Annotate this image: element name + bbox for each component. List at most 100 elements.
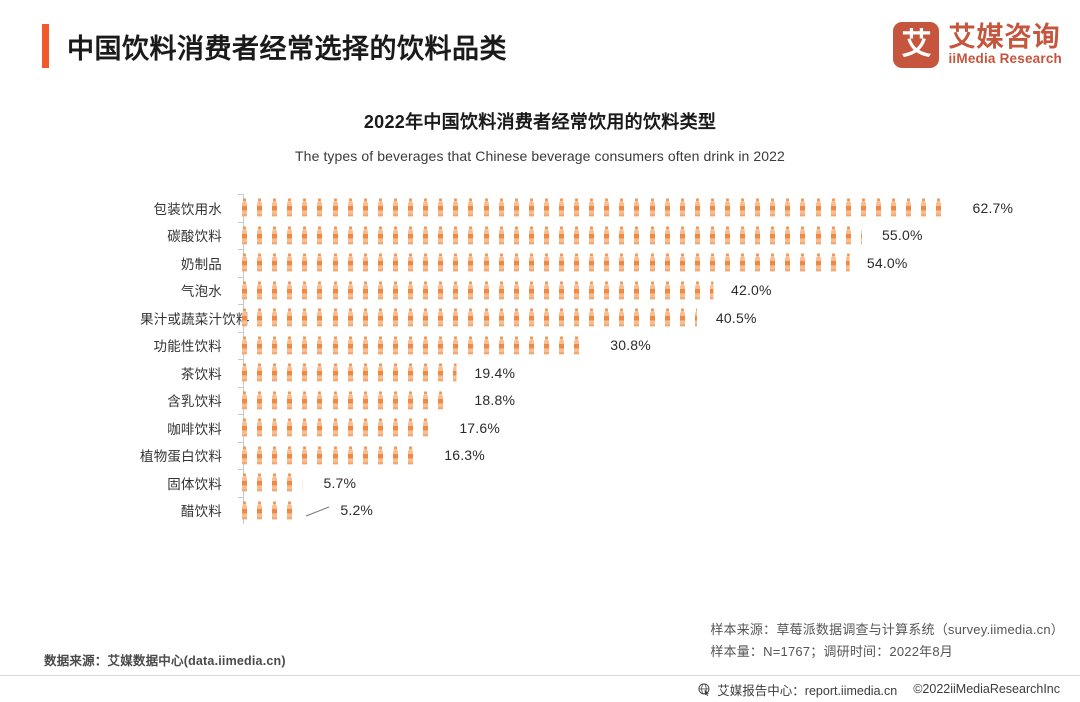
- bottle-icon: [707, 198, 722, 217]
- bottle-icon: [299, 281, 314, 300]
- category-label: 植物蛋白饮料: [140, 449, 223, 465]
- leader-line: [305, 504, 331, 517]
- bottle-icon: [828, 198, 843, 217]
- bottle-icon: [360, 308, 375, 327]
- bottle-icon: [314, 391, 329, 410]
- bottle-icon: [782, 198, 797, 217]
- bottle-icon: [360, 226, 375, 245]
- bottle-icon: [375, 446, 390, 465]
- bottle-icon: [843, 253, 858, 272]
- bottle-icon: [481, 226, 496, 245]
- bottle-icon: [918, 198, 933, 217]
- category-label: 功能性饮料: [153, 339, 222, 355]
- bottle-icon: [481, 336, 496, 355]
- bottle-icon: [299, 226, 314, 245]
- bottle-icon: [269, 363, 284, 382]
- bottle-icon: [330, 198, 345, 217]
- bottle-icon: [299, 253, 314, 272]
- chart-title: 2022年中国饮料消费者经常饮用的饮料类型: [363, 112, 717, 132]
- bottle-icon: [375, 226, 390, 245]
- bottle-icon: [269, 198, 284, 217]
- bottle-icon: [314, 446, 329, 465]
- bottle-icon: [345, 198, 360, 217]
- bottle-icon: [677, 253, 692, 272]
- bottle-icon: [239, 308, 254, 327]
- bottle-icon: [239, 281, 254, 300]
- bottle-icon: [375, 418, 390, 437]
- bottle-icon: [299, 446, 314, 465]
- bottle-icon: [284, 198, 299, 217]
- report-center-link[interactable]: 艾媒报告中心：report.iimedia.cn: [717, 683, 898, 698]
- logo-text: 艾媒咨询 iiMedia Research: [948, 23, 1062, 66]
- bottle-icon: [450, 363, 465, 382]
- bottle-icon: [345, 418, 360, 437]
- bottle-icon: [782, 226, 797, 245]
- bottle-icon: [481, 198, 496, 217]
- copyright-text: ©2022iiMediaResearchInc: [913, 682, 1060, 696]
- bottle-icon: [677, 281, 692, 300]
- bottle-icon: [360, 418, 375, 437]
- bottle-icon: [631, 198, 646, 217]
- bottle-icon: [601, 198, 616, 217]
- bottle-icon: [481, 253, 496, 272]
- bottle-icon: [284, 253, 299, 272]
- bottle-icon: [405, 363, 420, 382]
- bottle-icon: [692, 226, 707, 245]
- bottle-icon: [405, 281, 420, 300]
- bottle-icon: [269, 308, 284, 327]
- bottle-icon: [556, 198, 571, 217]
- bottle-icon: [345, 391, 360, 410]
- bottle-icon: [767, 253, 782, 272]
- bottle-icon: [571, 336, 586, 355]
- bottle-icon: [616, 198, 631, 217]
- bottle-icon: [420, 363, 435, 382]
- bottle-icon: [903, 198, 918, 217]
- bottle-icon: [752, 253, 767, 272]
- bottle-icon: [556, 308, 571, 327]
- category-label: 咖啡饮料: [167, 421, 222, 437]
- chart-row: 含乳饮料: [140, 386, 1080, 415]
- bottle-icon: [330, 308, 345, 327]
- bottle-icon: [828, 253, 843, 272]
- bottle-icon: [314, 226, 329, 245]
- bottle-icon: [254, 473, 269, 492]
- category-label: 果汁或蔬菜汁饮料: [140, 311, 250, 327]
- bottle-icon: [269, 281, 284, 300]
- bottle-icon: [284, 418, 299, 437]
- bottle-icon: [601, 308, 616, 327]
- bottle-icon: [813, 253, 828, 272]
- bar-pictogram: [239, 194, 964, 222]
- bottle-icon: [616, 308, 631, 327]
- chart-row: 功能性饮料: [140, 331, 1080, 360]
- bottle-icon: [450, 281, 465, 300]
- bottle-icon: [813, 198, 828, 217]
- bottle-icon: [948, 198, 963, 217]
- category-label: 碳酸饮料: [167, 229, 222, 245]
- bottle-icon: [405, 226, 420, 245]
- bottle-icon: [330, 418, 345, 437]
- value-label: 5.2%: [340, 502, 374, 519]
- bottle-icon: [254, 391, 269, 410]
- bottle-icon: [254, 226, 269, 245]
- bottle-icon: [284, 336, 299, 355]
- bottle-icon: [330, 391, 345, 410]
- bottle-icon: [873, 198, 888, 217]
- bottle-icon: [737, 198, 752, 217]
- bottle-icon: [722, 226, 737, 245]
- bottle-icon: [616, 281, 631, 300]
- bottle-icon: [647, 253, 662, 272]
- bottle-icon: [662, 281, 677, 300]
- bottle-icon: [662, 226, 677, 245]
- title-accent-bar: [42, 24, 49, 68]
- bottle-icon: [299, 198, 314, 217]
- value-label: 54.0%: [866, 254, 908, 271]
- bottle-icon: [435, 391, 450, 410]
- bottle-icon: [239, 501, 254, 520]
- chart-row: 碳酸饮料: [140, 221, 1080, 250]
- bottle-icon: [631, 226, 646, 245]
- bottle-icon: [737, 226, 752, 245]
- bottle-icon: [420, 336, 435, 355]
- bottle-icon: [647, 308, 662, 327]
- bottle-icon: [601, 253, 616, 272]
- bottle-icon: [405, 253, 420, 272]
